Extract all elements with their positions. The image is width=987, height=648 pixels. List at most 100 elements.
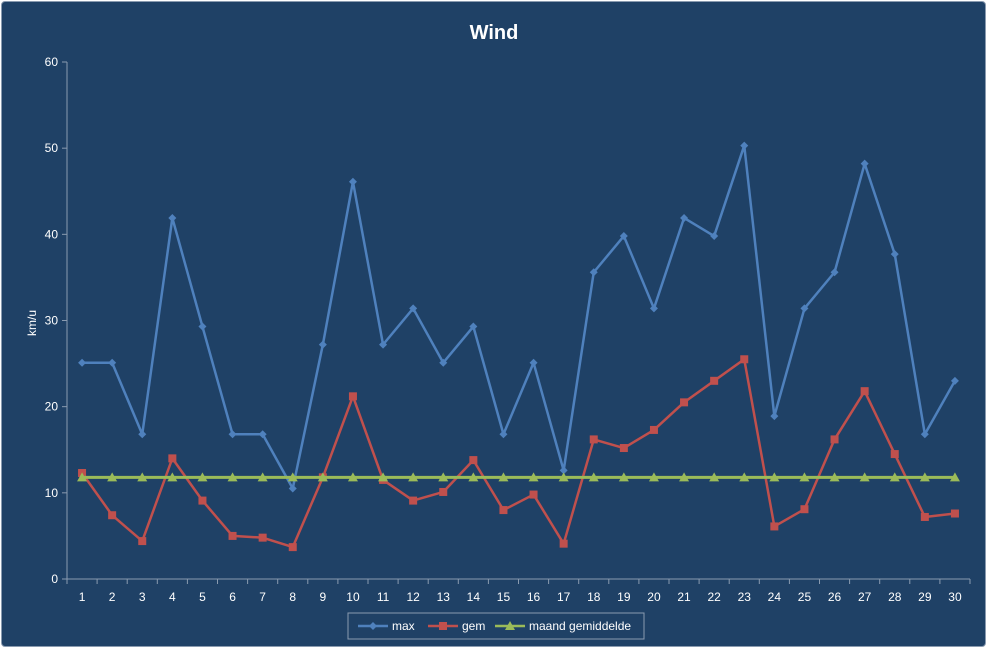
data-point [168, 213, 177, 222]
data-point [860, 387, 869, 396]
x-tick-label: 11 [377, 590, 390, 604]
data-point [197, 472, 208, 482]
x-tick-label: 27 [858, 590, 872, 604]
data-point [529, 490, 538, 499]
data-point [498, 472, 509, 482]
data-point [108, 358, 117, 367]
data-point [379, 340, 388, 349]
data-point [469, 456, 478, 465]
y-tick-label: 50 [45, 141, 59, 155]
data-point [287, 472, 298, 482]
data-point [739, 472, 750, 482]
x-tick-label: 30 [948, 590, 962, 604]
data-point [137, 472, 148, 482]
data-point [740, 355, 749, 364]
legend-marker [369, 622, 377, 630]
data-point [559, 466, 568, 475]
x-tick-label: 18 [587, 590, 601, 604]
x-tick-label: 23 [738, 590, 752, 604]
x-tick-label: 4 [169, 590, 176, 604]
data-point [107, 472, 118, 482]
chart-title: Wind [470, 22, 519, 44]
data-point [138, 430, 147, 439]
data-point [920, 512, 929, 521]
legend-label: max [392, 619, 415, 633]
x-tick-label: 5 [199, 590, 206, 604]
data-point [649, 304, 658, 313]
data-point [468, 472, 479, 482]
data-point [559, 539, 568, 548]
data-point [890, 250, 899, 259]
data-point [78, 358, 87, 367]
legend: max gem maand gemiddelde [347, 612, 645, 640]
data-point [258, 430, 267, 439]
data-point [558, 472, 569, 482]
data-point [408, 472, 419, 482]
data-point [589, 268, 598, 277]
legend-box [347, 612, 645, 640]
y-tick-label: 30 [45, 314, 59, 328]
data-point [799, 472, 810, 482]
data-point [709, 472, 720, 482]
x-tick-label: 12 [406, 590, 420, 604]
data-point [438, 472, 449, 482]
data-point [680, 398, 689, 407]
x-tick-label: 24 [768, 590, 782, 604]
data-point [499, 430, 508, 439]
legend-label: maand gemiddelde [529, 619, 631, 633]
data-point [528, 472, 539, 482]
y-tick-label: 10 [45, 486, 59, 500]
data-point [619, 232, 628, 241]
data-point [890, 450, 899, 459]
y-axis-title: km/u [25, 310, 39, 336]
data-point [138, 537, 147, 546]
data-point [860, 159, 869, 168]
data-point [499, 506, 508, 515]
y-tick-label: 0 [51, 572, 58, 586]
data-point [347, 472, 358, 482]
legend-marker [505, 621, 515, 630]
data-point [288, 484, 297, 493]
series-line [81, 358, 956, 549]
data-point [198, 496, 207, 505]
data-point [740, 141, 749, 150]
data-point [648, 472, 659, 482]
x-tick-label: 8 [289, 590, 296, 604]
data-point [618, 472, 629, 482]
data-point [649, 425, 658, 434]
data-point [949, 472, 960, 482]
x-tick-label: 25 [798, 590, 812, 604]
data-point [257, 472, 268, 482]
x-tick-label: 14 [467, 590, 481, 604]
data-point [950, 376, 959, 385]
x-tick-label: 22 [707, 590, 721, 604]
data-point [409, 304, 418, 313]
x-tick-label: 20 [647, 590, 661, 604]
legend-item: max [358, 619, 415, 633]
data-point [348, 392, 357, 401]
series-layer [77, 141, 960, 552]
data-point [409, 496, 418, 505]
data-point [889, 472, 900, 482]
data-point [168, 454, 177, 463]
data-point [167, 472, 178, 482]
data-point [108, 511, 117, 520]
x-tick-label: 9 [320, 590, 327, 604]
data-point [228, 531, 237, 540]
data-point [800, 304, 809, 313]
data-point [227, 472, 238, 482]
data-point [439, 487, 448, 496]
data-point [529, 358, 538, 367]
x-tick-label: 3 [139, 590, 146, 604]
x-tick-label: 29 [918, 590, 932, 604]
legend-item: maand gemiddelde [495, 619, 631, 633]
x-tick-label: 10 [346, 590, 360, 604]
data-point [317, 472, 328, 482]
data-point [800, 505, 809, 514]
data-point [679, 472, 690, 482]
series-line [82, 144, 957, 490]
data-point [770, 412, 779, 421]
